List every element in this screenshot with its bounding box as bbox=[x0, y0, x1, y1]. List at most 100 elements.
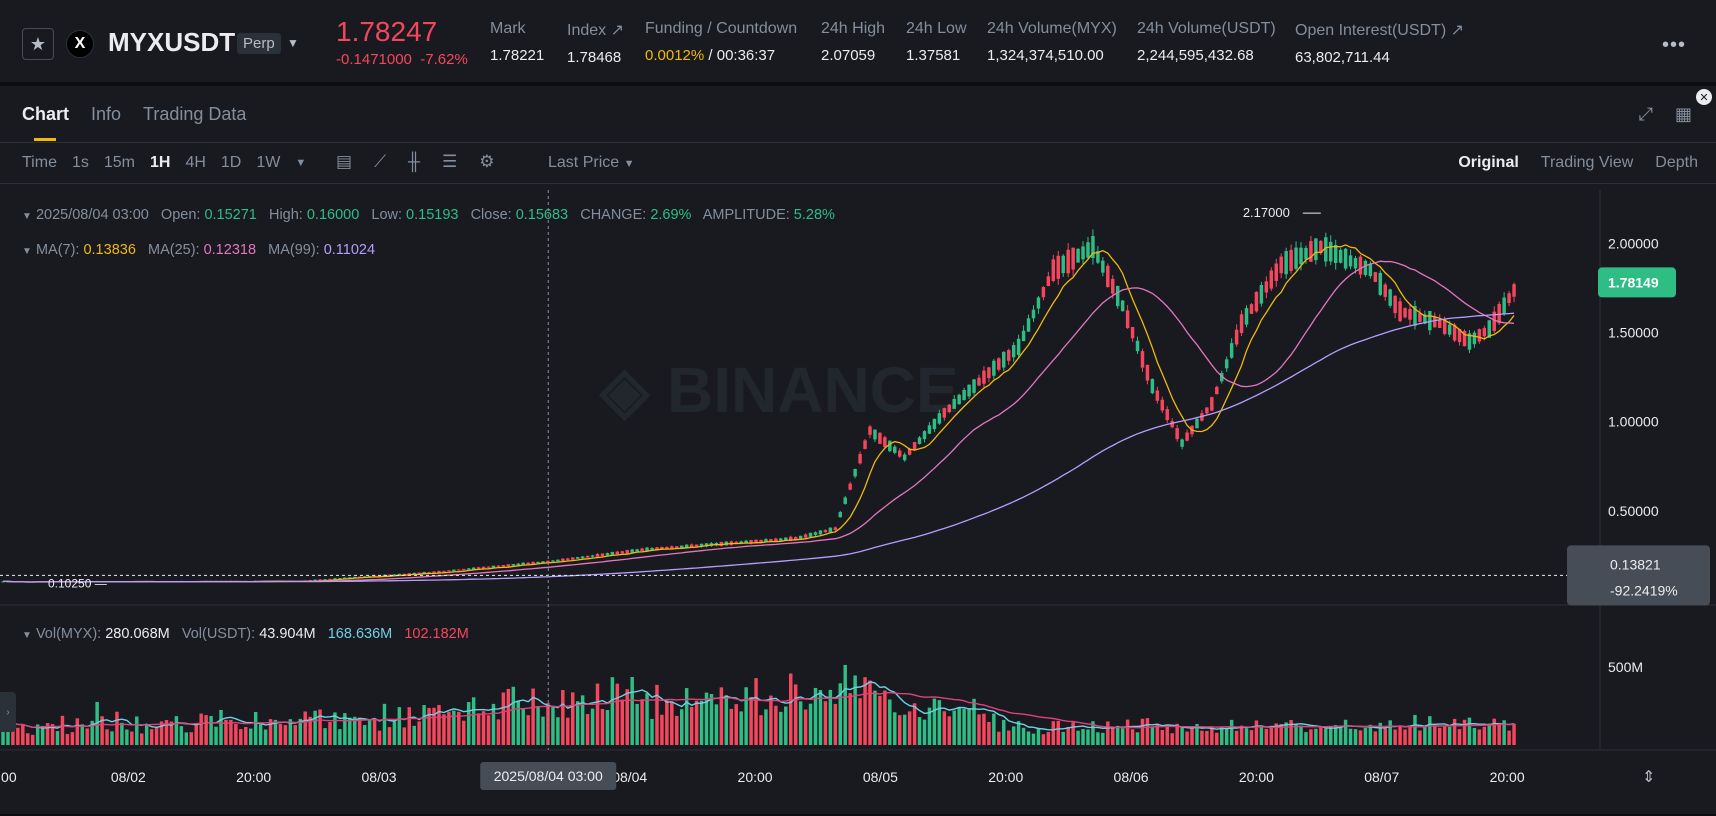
candle-body bbox=[967, 384, 971, 397]
tab-chart[interactable]: Chart bbox=[22, 104, 70, 141]
volume-bar bbox=[471, 697, 476, 745]
tab-info[interactable]: Info bbox=[91, 104, 122, 124]
candle-body bbox=[531, 561, 535, 565]
volume-bar bbox=[724, 695, 729, 745]
ma-legend-chevron-icon[interactable]: ▼ bbox=[22, 246, 32, 257]
volume-bar bbox=[1140, 718, 1145, 745]
contract-type-badge[interactable]: Perp bbox=[237, 33, 281, 54]
candle-body bbox=[1096, 251, 1100, 263]
volume-bar bbox=[932, 698, 937, 745]
legend-collapse-chevron-icon[interactable]: ▼ bbox=[22, 211, 32, 222]
price-type-select[interactable]: Last Price ▼ bbox=[548, 154, 635, 171]
candle-body bbox=[1408, 308, 1412, 320]
candle-type-icon[interactable]: ╫ bbox=[407, 152, 421, 171]
volume-bar bbox=[1269, 726, 1274, 745]
last-price: 1.78247 bbox=[336, 16, 438, 47]
view-depth[interactable]: Depth bbox=[1655, 154, 1698, 171]
candle-body bbox=[878, 432, 882, 444]
volume-bar bbox=[645, 693, 649, 745]
candle-body bbox=[972, 379, 976, 393]
candle-body bbox=[1368, 264, 1373, 277]
candle-body bbox=[764, 539, 768, 543]
volume-bar bbox=[1314, 728, 1318, 745]
volume-bar bbox=[30, 734, 35, 745]
candle-body bbox=[858, 453, 862, 464]
candle-body bbox=[516, 563, 520, 566]
candle-body bbox=[1021, 330, 1026, 342]
favorite-star-icon[interactable]: ★ bbox=[22, 28, 54, 60]
interval-1d[interactable]: 1D bbox=[220, 154, 242, 171]
volume-bar bbox=[343, 713, 347, 745]
volume-bar bbox=[1086, 729, 1090, 745]
volume-bar bbox=[1383, 728, 1387, 745]
volume-bar bbox=[937, 700, 942, 745]
symbol-name[interactable]: MYXUSDT bbox=[108, 27, 236, 57]
layout-grid-icon[interactable]: ▦ bbox=[1674, 104, 1692, 124]
candle-body bbox=[1289, 249, 1293, 271]
candle-body bbox=[1185, 432, 1189, 441]
volume-bar bbox=[318, 709, 322, 745]
volume-bar bbox=[1096, 732, 1100, 745]
more-options-icon[interactable]: ••• bbox=[1662, 34, 1687, 56]
tab-trading-data[interactable]: Trading Data bbox=[143, 104, 247, 124]
template-icon[interactable]: ☰ bbox=[442, 152, 458, 171]
candle-body bbox=[566, 558, 570, 560]
interval-1w[interactable]: 1W bbox=[256, 154, 281, 171]
stat-open-interest[interactable]: Open Interest(USDT) ↗ 63,802,711.44 bbox=[1295, 22, 1465, 66]
view-original[interactable]: Original bbox=[1458, 154, 1519, 171]
candle-body bbox=[1220, 372, 1224, 382]
volume-bar bbox=[496, 719, 501, 745]
candle-body bbox=[635, 549, 639, 552]
volume-bar bbox=[1393, 729, 1397, 745]
volume-bar bbox=[214, 726, 218, 745]
interval-15m[interactable]: 15m bbox=[103, 154, 135, 171]
volume-bar bbox=[922, 719, 927, 745]
candle-body bbox=[833, 527, 838, 530]
candle-body bbox=[1041, 287, 1046, 298]
candle-body bbox=[1091, 236, 1095, 259]
volume-bar bbox=[843, 664, 847, 745]
volume-legend-chevron-icon[interactable]: ▼ bbox=[22, 630, 32, 641]
candle-body bbox=[675, 546, 679, 548]
stat-index[interactable]: Index ↗ 1.78468 bbox=[567, 22, 624, 66]
volume-bar bbox=[1329, 726, 1333, 745]
volume-bar bbox=[1239, 725, 1244, 745]
candle-body bbox=[412, 572, 416, 575]
settings-gear-icon[interactable]: ⚙ bbox=[479, 152, 495, 171]
interval-1s[interactable]: 1s bbox=[71, 154, 89, 171]
stat-funding: Funding / Countdown 0.0012% / 00:36:37 bbox=[645, 20, 798, 64]
candle-body bbox=[1279, 256, 1283, 274]
calendar-icon[interactable]: ▤ bbox=[336, 152, 353, 171]
volume-bar bbox=[382, 703, 387, 745]
candle-body bbox=[1467, 333, 1472, 350]
interval-1h[interactable]: 1H bbox=[150, 154, 171, 171]
symbol-dropdown-chevron-icon[interactable]: ▼ bbox=[287, 36, 299, 50]
volume-bar bbox=[1165, 724, 1169, 745]
expand-left-chevron-icon[interactable]: › bbox=[0, 692, 16, 732]
indicator-icon[interactable]: ⟋ bbox=[374, 152, 386, 171]
view-trading-view[interactable]: Trading View bbox=[1540, 154, 1634, 171]
candle-body bbox=[392, 574, 397, 576]
interval-time[interactable]: Time bbox=[22, 154, 57, 171]
volume-bar bbox=[1026, 731, 1031, 745]
candlestick-chart[interactable]: ◈ BINANCE2.000001.500001.000000.50000+0.… bbox=[0, 190, 1716, 800]
y-tick-label: 2.00000 bbox=[1608, 235, 1659, 251]
low-marker-label: 0.10250 — bbox=[48, 577, 107, 591]
interval-4h[interactable]: 4H bbox=[185, 154, 206, 171]
close-icon[interactable]: ✕ bbox=[1696, 89, 1712, 105]
volume-bar bbox=[6, 719, 10, 745]
dashed-price-value: 0.13821 bbox=[1610, 556, 1661, 572]
fullscreen-icon[interactable]: ⤢ bbox=[1638, 104, 1653, 124]
candle-body bbox=[660, 546, 664, 550]
candle-body bbox=[1205, 407, 1209, 414]
candle-body bbox=[679, 545, 684, 548]
volume-bar bbox=[229, 719, 233, 745]
volume-bar bbox=[135, 716, 139, 745]
volume-bar bbox=[640, 699, 644, 745]
interval-more-chevron-icon[interactable]: ▼ bbox=[295, 157, 307, 169]
volume-bar bbox=[511, 686, 516, 745]
volume-bar bbox=[769, 695, 773, 745]
candle-body bbox=[511, 564, 516, 566]
volume-bar bbox=[184, 732, 189, 745]
volume-bar bbox=[828, 689, 833, 745]
